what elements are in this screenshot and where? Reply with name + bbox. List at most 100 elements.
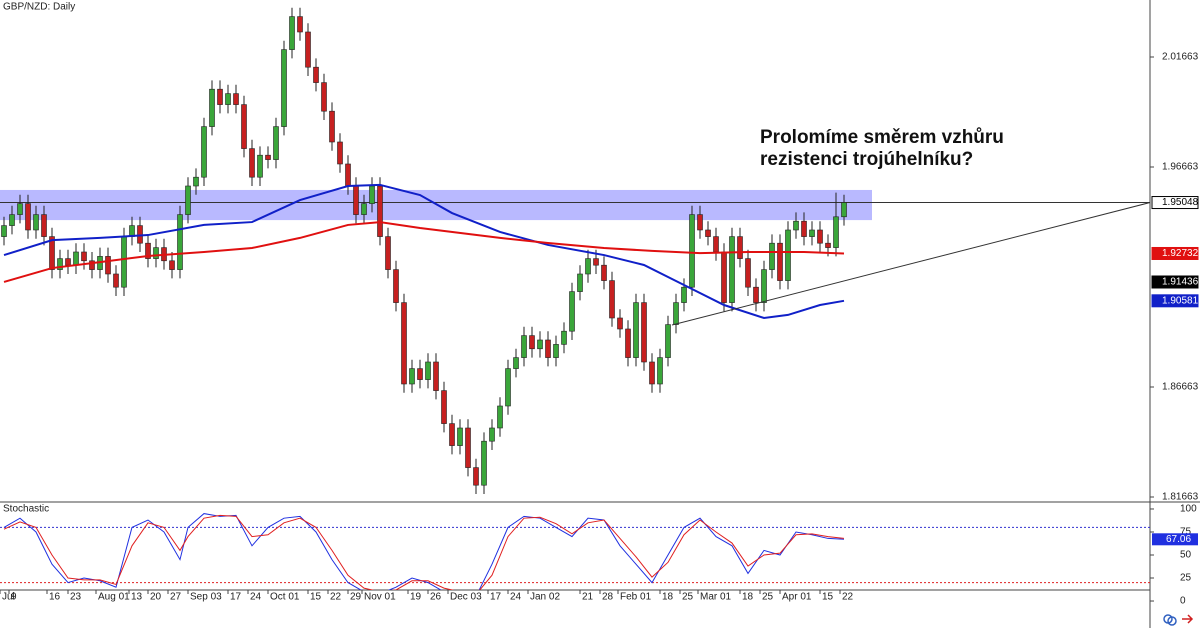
candle-body	[385, 236, 391, 270]
x-tick-label: 18	[742, 592, 754, 603]
y-tick-label: 2.01663	[1162, 52, 1199, 63]
x-tick-label: 17	[490, 592, 502, 603]
stochastic-value-box	[1152, 533, 1198, 546]
candle-body	[329, 110, 335, 143]
candle-body	[593, 258, 599, 266]
candle-body	[553, 344, 559, 358]
candle-body	[617, 317, 623, 330]
candle-body	[753, 286, 759, 303]
x-tick-label: 15	[822, 592, 834, 603]
x-tick-label: Jan 02	[530, 592, 560, 603]
candle-body	[169, 260, 175, 270]
candle-body	[633, 302, 639, 358]
stochastic-value-label: 67.06	[1166, 534, 1191, 545]
candle-body	[449, 423, 455, 446]
candle-body	[105, 256, 111, 275]
candle-body	[841, 202, 847, 218]
candle-body	[433, 361, 439, 391]
price-label-box	[1151, 246, 1199, 260]
x-tick-label: 18	[662, 592, 674, 603]
candle-body	[337, 141, 343, 165]
candle-body	[89, 260, 95, 270]
candle-body	[361, 203, 367, 215]
candle-body	[529, 335, 535, 350]
candle-body	[1, 225, 7, 237]
candle-body	[137, 225, 143, 244]
x-tick-label: Jul	[2, 592, 15, 603]
candle-body	[305, 31, 311, 68]
x-tick-label: 20	[150, 592, 162, 603]
y-tick-label: 1.86663	[1162, 382, 1199, 393]
candle-body	[81, 251, 87, 262]
candle-body	[649, 361, 655, 385]
candle-body	[777, 242, 783, 281]
indicator-title: Stochastic	[3, 504, 49, 515]
candle-body	[689, 214, 695, 288]
candle-body	[417, 368, 423, 380]
stochastic-tick-label: 0	[1180, 596, 1186, 607]
candle-body	[289, 16, 295, 50]
candle-body	[489, 427, 495, 442]
candle-body	[745, 258, 751, 288]
x-tick-label: 25	[762, 592, 774, 603]
candle-body	[193, 176, 199, 187]
x-tick-label: 28	[602, 592, 614, 603]
x-tick-label: 19	[410, 592, 422, 603]
candle-body	[769, 242, 775, 270]
candle-body	[33, 214, 39, 231]
candle-body	[657, 357, 663, 385]
price-label-box	[1151, 275, 1199, 289]
trendline	[671, 202, 1151, 326]
candle-body	[65, 258, 71, 266]
toolbar-icons[interactable]	[1163, 614, 1194, 626]
candle-body	[393, 269, 399, 303]
candle-body	[721, 251, 727, 303]
stochastic-tick-label: 50	[1180, 550, 1192, 561]
candle-body	[249, 148, 255, 178]
sync-icon[interactable]	[1167, 616, 1177, 626]
candle-body	[25, 203, 31, 231]
candle-body	[665, 324, 671, 358]
x-tick-label: 9	[11, 592, 17, 603]
candle-body	[217, 88, 223, 105]
x-tick-label: 22	[842, 592, 854, 603]
candle-body	[505, 368, 511, 407]
price-label-box	[1151, 294, 1199, 308]
candle-body	[353, 185, 359, 215]
candle-body	[809, 229, 815, 237]
moving-average	[3, 221, 845, 283]
x-tick-label: 23	[70, 592, 82, 603]
candle-body	[497, 405, 503, 429]
candle-body	[401, 302, 407, 385]
candle-body	[537, 339, 543, 350]
arrow-icon[interactable]	[1182, 614, 1194, 624]
candle-body	[273, 126, 279, 160]
x-tick-label: 21	[582, 592, 594, 603]
candle-body	[737, 236, 743, 259]
candle-body	[121, 236, 127, 288]
main-pane	[0, 7, 1150, 494]
chart-title: GBP/NZD: Daily	[3, 2, 75, 13]
candle-body	[345, 163, 351, 187]
price-label: 1.90581	[1162, 295, 1199, 306]
stochastic-line	[3, 514, 845, 590]
candle-body	[457, 427, 463, 446]
candle-body	[369, 185, 375, 204]
stochastic-tick-label: 25	[1180, 573, 1192, 584]
candle-body	[833, 216, 839, 248]
candle-body	[145, 242, 151, 259]
candle-body	[297, 16, 303, 33]
x-tick-label: Oct 01	[270, 592, 300, 603]
candle-body	[441, 390, 447, 424]
candle-body	[641, 302, 647, 363]
candle-body	[265, 154, 271, 160]
stochastic-tick-label: 75	[1180, 527, 1192, 538]
y-tick-label: 1.96663	[1162, 162, 1199, 173]
price-label: 1.92732	[1162, 248, 1199, 259]
x-tick-label: Sep 03	[190, 592, 222, 603]
price-label-box	[1151, 196, 1199, 210]
candle-body	[209, 88, 215, 127]
x-tick-label: Nov 01	[364, 592, 396, 603]
